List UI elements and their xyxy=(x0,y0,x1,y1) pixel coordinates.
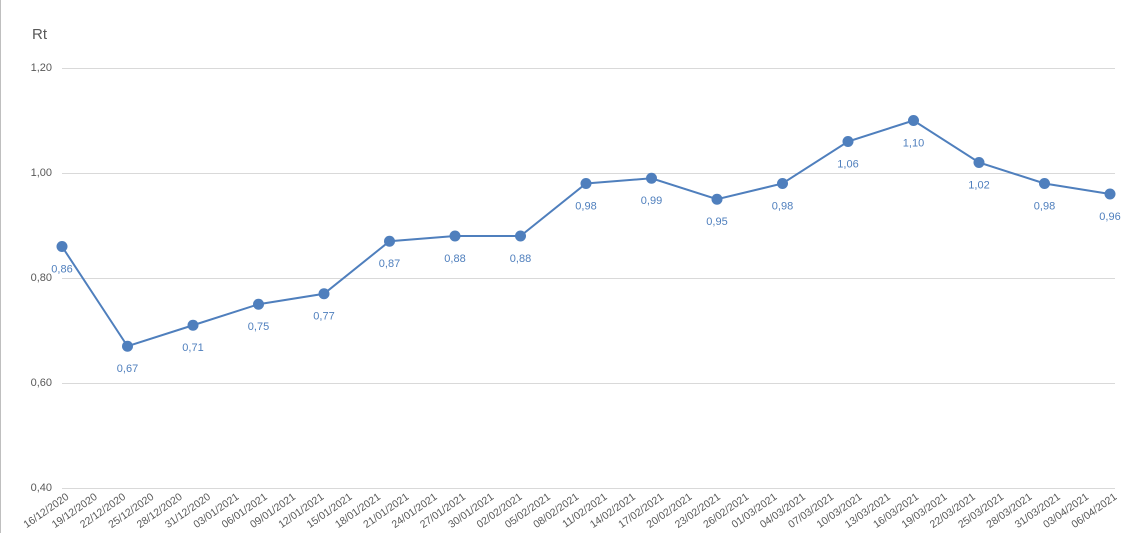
point xyxy=(318,288,330,300)
line xyxy=(61,119,1111,348)
data-label: 0,86 xyxy=(51,263,72,275)
data-label: 0,67 xyxy=(117,363,138,375)
point xyxy=(580,178,592,189)
data-label: 1,06 xyxy=(837,158,858,170)
point xyxy=(777,178,788,189)
point xyxy=(384,235,395,247)
data-label: 0,77 xyxy=(313,311,334,323)
y-tick-label: 0,40 xyxy=(31,482,52,494)
data-label: 0,71 xyxy=(182,342,203,354)
point xyxy=(56,241,68,252)
point xyxy=(842,136,854,147)
point xyxy=(122,340,133,352)
data-label: 0,88 xyxy=(510,253,531,265)
data-label: 0,96 xyxy=(1099,211,1120,223)
point xyxy=(1104,188,1116,200)
point xyxy=(253,298,264,310)
data-label: 1,10 xyxy=(903,137,924,149)
data-label: 0,98 xyxy=(575,200,596,212)
point xyxy=(187,319,199,331)
point xyxy=(973,157,985,168)
y-tick-label: 1,20 xyxy=(31,62,52,74)
point xyxy=(646,172,657,184)
point xyxy=(1039,178,1050,189)
point xyxy=(515,230,526,242)
point xyxy=(908,115,919,126)
data-label: 0,99 xyxy=(641,195,662,207)
data-label: 1,02 xyxy=(968,179,989,191)
y-tick-label: 0,80 xyxy=(31,272,52,284)
y-tick-label: 1,00 xyxy=(31,167,52,179)
data-label: 0,95 xyxy=(706,216,727,228)
data-label: 0,75 xyxy=(248,321,269,333)
data-label: 0,88 xyxy=(444,253,465,265)
point xyxy=(449,230,461,242)
data-label: 0,87 xyxy=(379,258,400,270)
point xyxy=(711,193,723,205)
y-tick-label: 0,60 xyxy=(31,377,52,389)
data-label: 0,98 xyxy=(772,200,793,212)
data-label: 0,98 xyxy=(1034,200,1055,212)
y-axis-label: Rt xyxy=(32,26,48,43)
